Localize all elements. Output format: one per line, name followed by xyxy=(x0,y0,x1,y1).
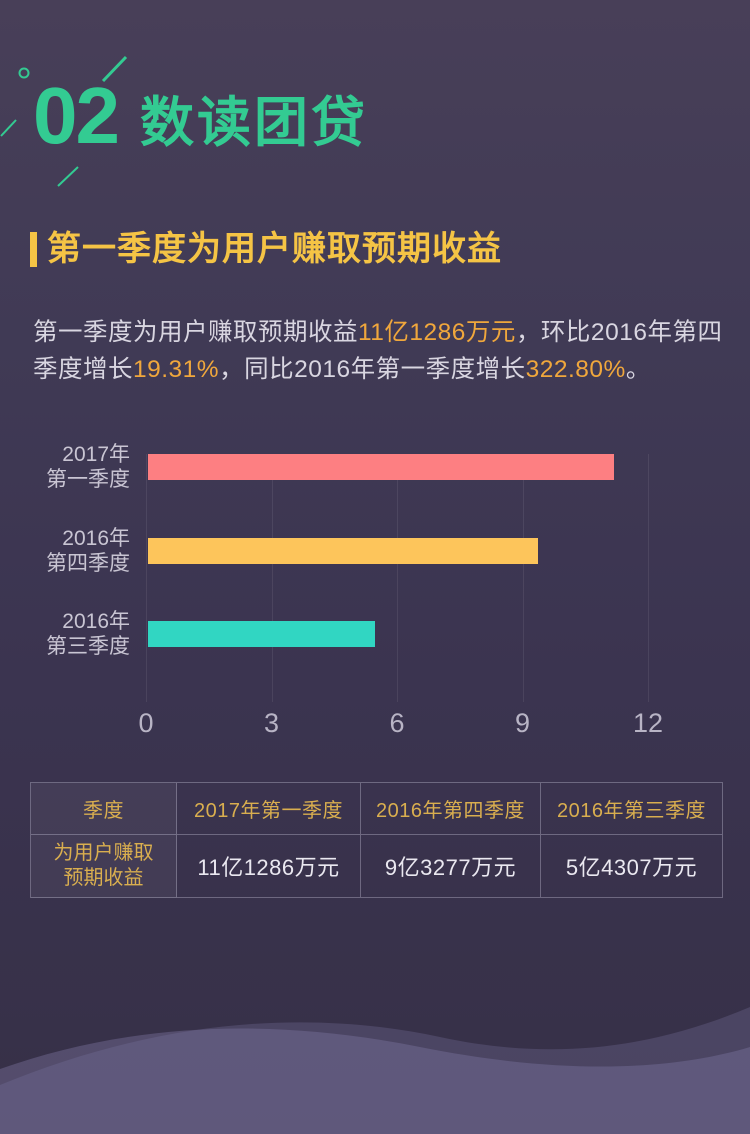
table-label-line: 为用户赚取 xyxy=(53,842,154,864)
highlight-value: 19.31% xyxy=(133,355,220,383)
body-paragraph: 第一季度为用户赚取预期收益11亿1286万元，环比2016年第四季度增长19.3… xyxy=(33,314,728,388)
chart-bar xyxy=(148,454,614,480)
section-number: 02 xyxy=(33,70,120,160)
chart-category-label-line: 2016年 xyxy=(62,610,130,633)
gridline xyxy=(397,454,398,702)
chart-row: 2016年 第三季度 xyxy=(0,610,750,658)
wave-front xyxy=(0,1028,750,1134)
gridline xyxy=(146,454,147,702)
data-table: 季度 2017年第一季度 2016年第四季度 2016年第三季度 为用户赚取 预… xyxy=(30,782,723,898)
chart-track xyxy=(148,538,650,564)
decor-slash-icon xyxy=(101,55,128,83)
chart-bar xyxy=(148,538,539,564)
table-label-cell: 为用户赚取 预期收益 xyxy=(31,835,177,898)
chart-bar xyxy=(148,621,376,647)
chart-track xyxy=(148,621,650,647)
x-axis-tick: 6 xyxy=(389,708,405,738)
article-heading: 第一季度为用户赚取预期收益 xyxy=(30,230,502,268)
page-title: 数读团贷 xyxy=(139,93,368,153)
table-header-cell: 2016年第四季度 xyxy=(361,783,541,835)
highlight-value: 11亿1286万元 xyxy=(358,318,516,346)
bar-chart: 2017年 第一季度 2016年 第四季度 2016年 第三季度 0 3 6 9 12 xyxy=(0,440,750,750)
paragraph-text: 。 xyxy=(625,355,651,383)
highlight-value: 322.80% xyxy=(525,355,626,383)
wave-back xyxy=(0,1007,750,1134)
chart-category-label-line: 第四季度 xyxy=(46,552,130,575)
table-label-line: 预期收益 xyxy=(63,867,144,889)
x-axis: 0 3 6 9 12 xyxy=(138,708,663,740)
wave-decoration xyxy=(0,1007,750,1134)
chart-category-label-line: 2016年 xyxy=(62,527,130,550)
x-axis-tick: 9 xyxy=(514,708,531,738)
decor-slash-icon xyxy=(57,166,79,187)
chart-row: 2016年 第四季度 xyxy=(0,527,750,575)
chart-category-label-line: 2017年 xyxy=(62,443,130,466)
gridline xyxy=(271,454,273,702)
x-axis-tick: 12 xyxy=(632,708,664,738)
header-decorations xyxy=(0,55,128,187)
chart-category-label: 2017年 第一季度 xyxy=(0,442,148,492)
decor-slash-icon xyxy=(0,119,17,137)
x-axis-tick: 3 xyxy=(263,708,280,738)
x-axis-tick: 0 xyxy=(138,708,154,738)
article-heading-text: 第一季度为用户赚取预期收益 xyxy=(47,230,502,268)
gridline xyxy=(648,454,649,702)
chart-grid xyxy=(146,454,649,702)
decor-circle-icon xyxy=(18,67,30,79)
table-value-cell: 9亿3277万元 xyxy=(361,835,541,898)
chart-category-label: 2016年 第三季度 xyxy=(0,609,148,659)
paragraph-text: ，同比2016年第一季度增长 xyxy=(219,355,526,383)
table-header-cell: 2016年第三季度 xyxy=(541,783,723,835)
table-header-cell: 季度 xyxy=(31,783,177,835)
table-value-cell: 11亿1286万元 xyxy=(177,835,361,898)
paragraph-text: ，环比2016年第四季度增长 xyxy=(33,318,723,383)
page-header: 02 数读团贷 xyxy=(33,74,368,157)
chart-row: 2017年 第一季度 xyxy=(0,443,750,491)
table-header-cell: 2017年第一季度 xyxy=(177,783,361,835)
chart-category-label-line: 第一季度 xyxy=(46,468,130,491)
gridline xyxy=(522,454,524,702)
chart-track xyxy=(148,454,650,480)
heading-accent-bar xyxy=(30,231,37,267)
chart-category-label-line: 第三季度 xyxy=(46,635,130,658)
chart-category-label: 2016年 第四季度 xyxy=(0,526,148,576)
table-value-cell: 5亿4307万元 xyxy=(541,835,723,898)
paragraph-text: 第一季度为用户赚取预期收益 xyxy=(33,318,358,346)
